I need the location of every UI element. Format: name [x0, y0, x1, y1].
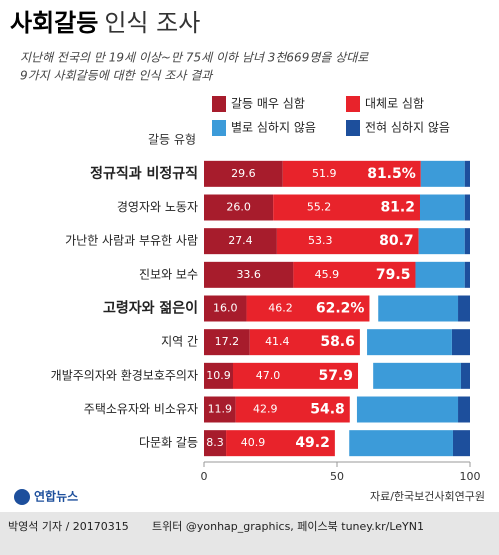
value-label: 8.3 [206, 436, 224, 449]
total-label: 57.9 [318, 368, 353, 384]
y-tick-label: 주택소유자와 비소유자 [84, 402, 198, 416]
bar-segment [204, 228, 277, 255]
bar-segment [418, 228, 465, 255]
bar-segment [204, 362, 233, 389]
total-label: 81.5% [367, 166, 416, 182]
legend-swatch [346, 120, 360, 136]
y-tick-label: 고령자와 젊은이 [103, 300, 198, 317]
bar-segment [458, 396, 470, 423]
logo-icon [14, 489, 30, 505]
footer-bg [0, 512, 499, 555]
bar-segment [204, 295, 247, 322]
value-label: 11.9 [208, 403, 233, 416]
y-tick-label: 가난한 사람과 부유한 사람 [65, 234, 198, 248]
bar-segment [464, 261, 470, 288]
y-tick-label: 지역 간 [161, 335, 198, 349]
value-label: 55.2 [307, 201, 332, 214]
value-label: 40.9 [241, 436, 266, 449]
x-tick-label: 50 [330, 470, 344, 483]
bar-segment [282, 160, 421, 187]
bar-segment [458, 295, 470, 322]
bar-segment [273, 194, 420, 221]
value-label: 26.0 [226, 201, 251, 214]
total-label: 49.2 [295, 435, 330, 451]
bar-segment [464, 194, 470, 221]
legend-swatch [346, 96, 360, 112]
y-tick-label: 진보와 보수 [139, 267, 198, 281]
source: 자료/한국보건사회연구원 [370, 490, 485, 503]
footer-credit: 박영석 기자 / 20170315 [8, 520, 129, 533]
bar-segment [204, 194, 274, 221]
y-tick-label: 정규직과 비정규직 [90, 165, 198, 182]
title-light: 인식 조사 [104, 9, 200, 37]
value-label: 47.0 [256, 369, 281, 382]
bar-segment [249, 329, 360, 356]
legend-swatch [212, 120, 226, 136]
y-axis-label: 갈등 유형 [148, 133, 196, 147]
bar-segment [451, 329, 470, 356]
bar-segment [204, 261, 294, 288]
total-label: 58.6 [320, 334, 355, 350]
bar-segment [204, 430, 227, 457]
total-label: 79.5 [376, 267, 411, 283]
bar-segment [452, 430, 470, 457]
total-label: 80.7 [379, 233, 414, 249]
value-label: 17.2 [215, 335, 240, 348]
y-tick-label: 경영자와 노동자 [117, 200, 198, 214]
value-label: 42.9 [253, 403, 278, 416]
bar-segment [204, 160, 283, 187]
value-label: 45.9 [315, 268, 340, 281]
value-label: 29.6 [231, 167, 256, 180]
x-tick-label: 100 [460, 470, 481, 483]
value-label: 27.4 [228, 234, 253, 247]
legend-label: 갈등 매우 심함 [231, 97, 305, 111]
bar-segment [204, 396, 236, 423]
legend-swatch [212, 96, 226, 112]
legend-label: 대체로 심함 [365, 97, 424, 111]
total-label: 54.8 [310, 402, 345, 418]
bar-segment [367, 329, 452, 356]
bar-segment [420, 160, 465, 187]
x-tick-label: 0 [201, 470, 208, 483]
bar-segment [356, 396, 459, 423]
value-label: 53.3 [308, 234, 333, 247]
footer-social: 트위터 @yonhap_graphics, 페이스북 tuney.kr/LeYN… [152, 520, 424, 533]
legend-label: 전혀 심하지 않음 [365, 121, 450, 135]
value-label: 33.6 [236, 268, 261, 281]
legend-label: 별로 심하지 않음 [231, 121, 316, 135]
bar-segment [415, 261, 465, 288]
bar-segment [419, 194, 465, 221]
bar-segment [373, 362, 461, 389]
value-label: 16.0 [213, 302, 238, 315]
total-label: 62.2% [316, 301, 365, 317]
y-tick-label: 개발주의자와 환경보호주의자 [51, 368, 198, 382]
title-bold: 사회갈등 [10, 9, 98, 37]
bar-segment [246, 295, 370, 322]
bar-segment [204, 329, 250, 356]
bar-segment [276, 228, 419, 255]
logo: 연합뉴스 [34, 489, 78, 504]
subtitle: 9가지 사회갈등에 대한 인식 조사 결과 [20, 69, 213, 83]
bar-segment [226, 430, 335, 457]
value-label: 46.2 [268, 302, 293, 315]
chart-title: 사회갈등 인식 조사 [10, 9, 200, 37]
total-label: 81.2 [380, 200, 415, 216]
bar-segment [460, 362, 470, 389]
value-label: 51.9 [312, 167, 337, 180]
bar-segment [378, 295, 459, 322]
bar-segment [464, 160, 470, 187]
bar-segment [235, 396, 350, 423]
bar-segment [232, 362, 359, 389]
y-tick-label: 다문화 갈등 [139, 436, 198, 450]
value-label: 41.4 [265, 335, 290, 348]
subtitle: 지난해 전국의 만 19세 이상~만 75세 이하 남녀 3천669명을 상대로 [20, 51, 369, 65]
value-label: 10.9 [206, 369, 231, 382]
bar-segment [464, 228, 470, 255]
bar-segment [293, 261, 416, 288]
bar-segment [349, 430, 453, 457]
